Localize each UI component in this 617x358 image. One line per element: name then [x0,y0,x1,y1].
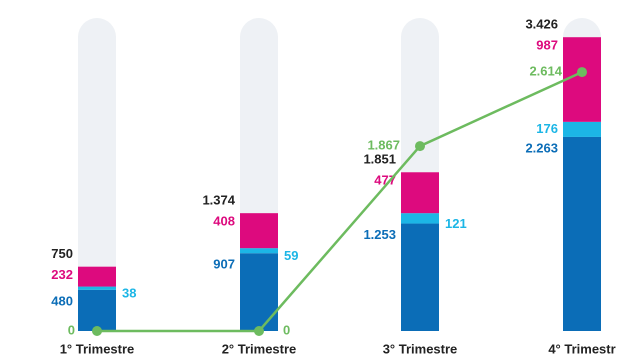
bar-segment [401,172,439,214]
value-label: 176 [536,121,558,136]
line-label: 1.867 [367,138,400,153]
value-label: 59 [284,248,298,263]
value-label: 1.253 [363,227,396,242]
total-label: 1.851 [363,152,396,167]
line-label: 0 [283,322,290,337]
bar-segment [78,289,116,331]
x-tick-label: 1° Trimestre [60,341,135,356]
line-label: 2.614 [529,64,562,79]
value-label: 408 [213,214,235,229]
line-series [97,70,583,333]
line-point [254,326,264,336]
line-point [92,326,102,336]
line-label: 0 [68,322,75,337]
bar-segment [240,248,278,254]
total-label: 750 [51,246,73,261]
bar-segment [401,213,439,224]
x-tick-label: 4° Trimestr [548,341,615,356]
value-label: 232 [51,267,73,282]
total-label: 1.374 [202,193,235,208]
line-point [415,141,425,152]
bar-segment [563,37,601,122]
bar-segment [401,223,439,331]
bar-segment [78,266,116,287]
value-label: 907 [213,257,235,272]
value-label: 987 [536,38,558,53]
x-tick-label: 2° Trimestre [222,341,297,356]
value-label: 2.263 [525,140,558,155]
bar-track [78,18,116,331]
bar-segment [563,136,601,331]
value-label: 480 [51,293,73,308]
bar-segment [240,253,278,331]
total-label: 3.426 [525,17,558,32]
value-label: 121 [445,216,467,231]
line-point [577,67,587,78]
bar-segment [78,286,116,290]
bar-segment [563,121,601,137]
value-label: 477 [374,173,396,188]
value-label: 38 [122,286,136,301]
bar-segment [240,213,278,249]
x-tick-label: 3° Trimestre [383,341,458,356]
